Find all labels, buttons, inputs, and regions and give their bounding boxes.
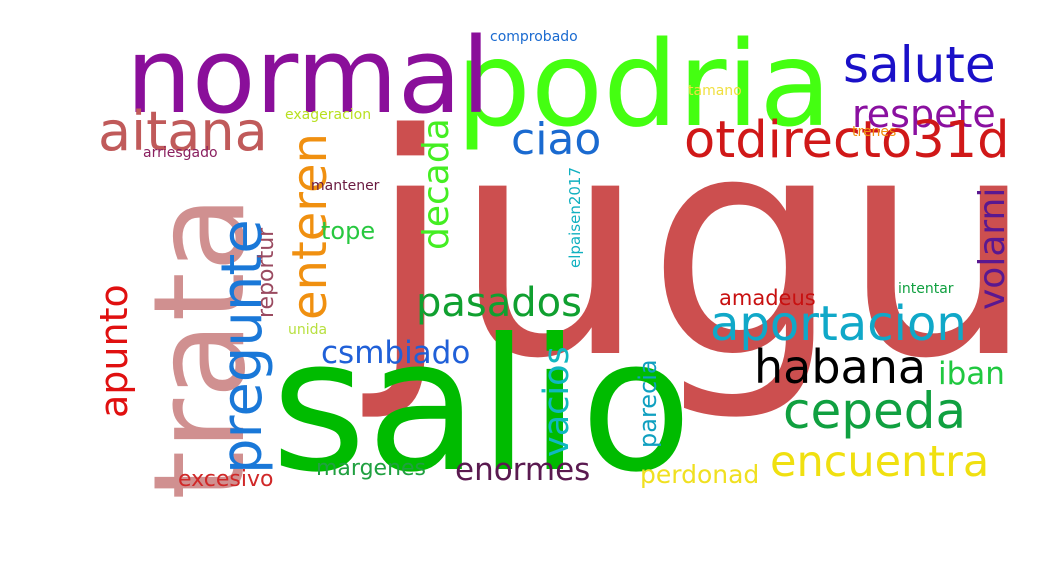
word-vacios: vacios [537, 346, 577, 457]
word-ciao: ciao [511, 114, 602, 165]
word-otdirecto31d: otdirecto31d [684, 111, 1010, 170]
word-salute: salute [843, 36, 996, 94]
word-habana: habana [754, 340, 927, 394]
word-decada: decada [416, 118, 457, 250]
word-volarni: volarni [972, 187, 1013, 310]
word-respete: respete [852, 92, 996, 136]
word-reportur: reportur [254, 227, 279, 318]
word-cepeda: cepeda [783, 382, 967, 440]
word-comprobado: comprobado [490, 29, 578, 45]
word-pasados: pasados [416, 280, 582, 326]
word-unida: unida [288, 322, 328, 338]
word-exageracion: exageracion [285, 107, 372, 123]
word-enormes: enormes [455, 452, 591, 488]
word-perdonad: perdonad [640, 460, 760, 489]
word-iban: iban [938, 356, 1005, 392]
word-margenes: margenes [316, 456, 427, 481]
word-tope: tope [321, 217, 376, 245]
word-intentar: intentar [898, 281, 954, 297]
word-tamano: tamano [688, 83, 742, 99]
word-aportacion: aportacion [710, 296, 967, 352]
word-excesivo: excesivo [178, 467, 274, 492]
word-encuentra: encuentra [770, 437, 990, 487]
word-csmbiado: csmbiado [321, 335, 471, 371]
word-arriesgado: arriesgado [143, 145, 218, 161]
word-salio: salio [271, 300, 693, 513]
word-apunto: apunto [92, 284, 136, 418]
word-normal: normal [126, 15, 491, 137]
word-amadeus: amadeus [719, 286, 816, 310]
word-parecia: parecia [634, 359, 662, 448]
word-mantener: mantener [311, 178, 380, 194]
word-podria: podria [456, 15, 832, 153]
word-aitana: aitana [98, 100, 268, 163]
word-jugue: jugue [368, 70, 1046, 426]
word-trenes: trenes [852, 124, 897, 140]
word-elpaisen2017: elpaisen2017 [566, 166, 584, 268]
